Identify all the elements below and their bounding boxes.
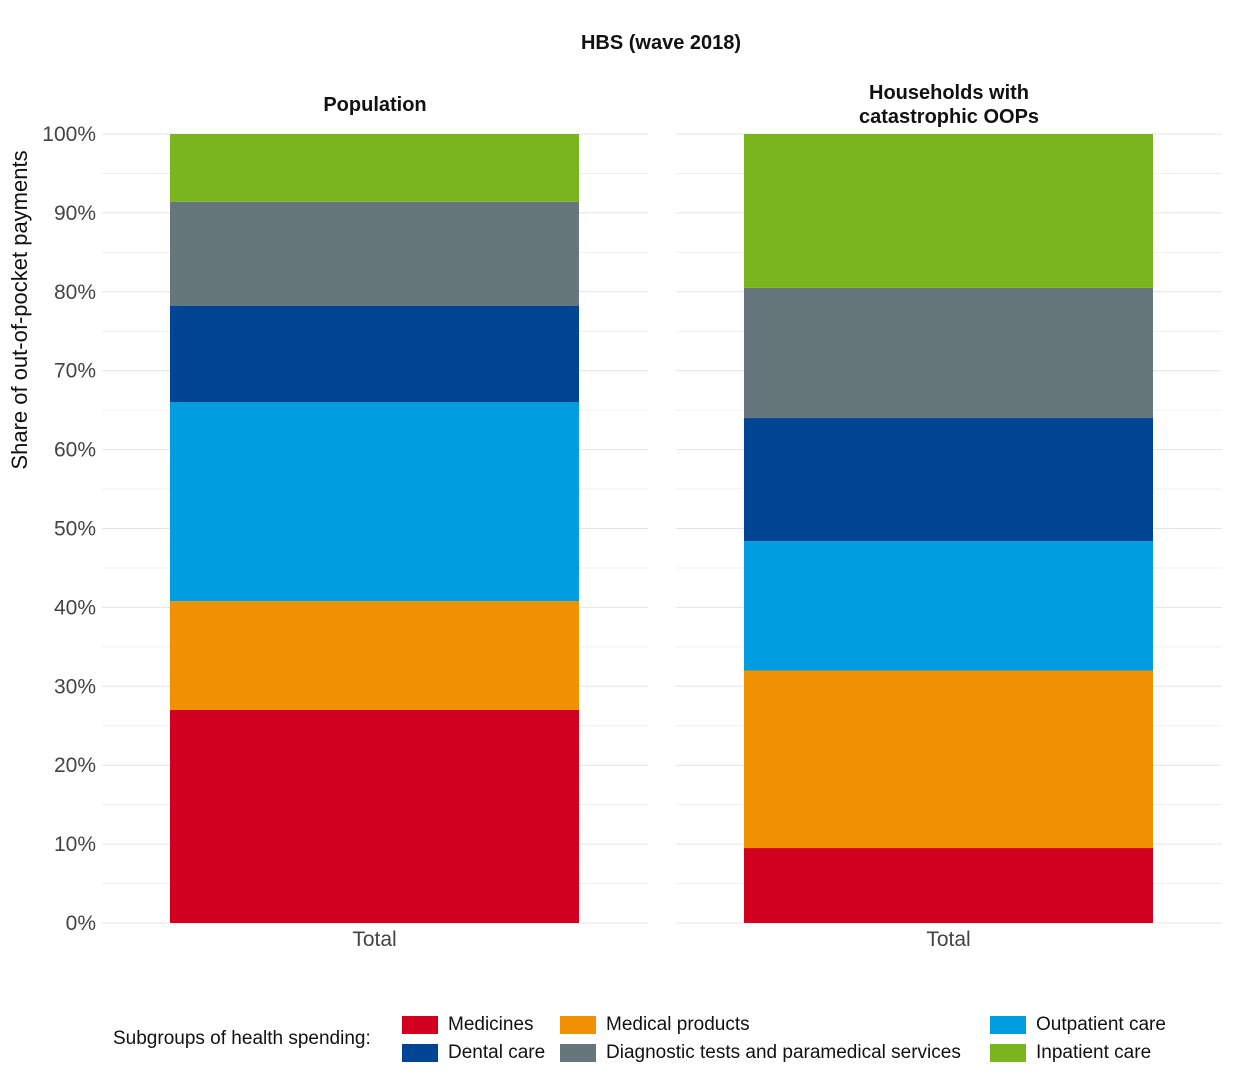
legend-item-diagnostic-tests: Diagnostic tests and paramedical service… [560, 1042, 961, 1064]
legend-swatch-outpatient-care [990, 1016, 1026, 1034]
y-axis-ticks: 0% 10% 20% 30% 40% 50% 60% 70% 80% 90% 100% [42, 123, 96, 935]
legend-item-outpatient-care: Outpatient care [990, 1014, 1166, 1036]
panel-title: Population [323, 94, 426, 116]
y-tick-label: 70% [54, 360, 96, 383]
bar-segment-outpatient-care [170, 402, 579, 602]
bar-segment-inpatient-care [744, 134, 1153, 288]
x-tick-label: Total [352, 928, 396, 951]
y-tick-label: 40% [54, 596, 96, 619]
bar-segment-medicines [170, 709, 579, 923]
bar-segment-dental-care [170, 306, 579, 403]
legend-swatch-diagnostic-tests [560, 1044, 596, 1062]
bar-segment-diagnostic-tests-and-paramedical-services [170, 201, 579, 307]
y-tick-label: 100% [42, 123, 96, 146]
legend-swatch-dental-care [402, 1044, 438, 1062]
bar-segment-medical-products [744, 670, 1153, 849]
bar-segment-medical-products [170, 601, 579, 710]
y-tick-label: 0% [66, 912, 96, 935]
legend-label-diagnostic-tests: Diagnostic tests and paramedical service… [606, 1042, 961, 1063]
y-tick-label: 10% [54, 833, 96, 856]
y-axis-label: Share of out-of-pocket payments [7, 150, 32, 469]
legend-swatch-inpatient-care [990, 1044, 1026, 1062]
bar-segment-inpatient-care [170, 134, 579, 202]
legend-label-medicines: Medicines [448, 1014, 534, 1035]
legend-label-medical-products: Medical products [606, 1014, 750, 1035]
legend-label-outpatient-care: Outpatient care [1036, 1014, 1166, 1035]
bar-segment-medicines [744, 848, 1153, 923]
panel-title: Households with [869, 82, 1029, 104]
legend-label-inpatient-care: Inpatient care [1036, 1042, 1152, 1063]
legend-swatch-medicines [402, 1016, 438, 1034]
x-tick-label: Total [926, 928, 970, 951]
legend-item-medical-products: Medical products [560, 1014, 750, 1036]
bar-segment-outpatient-care [744, 541, 1153, 671]
panel-title: catastrophic OOPs [859, 106, 1039, 128]
legend-swatch-medical-products [560, 1016, 596, 1034]
y-tick-label: 50% [54, 518, 96, 541]
legend-item-medicines: Medicines [402, 1014, 534, 1036]
legend-item-dental-care: Dental care [402, 1042, 545, 1064]
y-tick-label: 60% [54, 439, 96, 462]
legend-item-inpatient-care: Inpatient care [990, 1042, 1151, 1064]
legend-label-dental-care: Dental care [448, 1042, 546, 1063]
panel-1: Population Total [102, 94, 648, 951]
chart-title: HBS (wave 2018) [581, 32, 741, 54]
y-tick-label: 80% [54, 281, 96, 304]
y-tick-label: 30% [54, 675, 96, 698]
legend: Subgroups of health spending: Medicines … [0, 1010, 1250, 1070]
y-tick-label: 90% [54, 202, 96, 225]
bar-segment-diagnostic-tests-and-paramedical-services [744, 287, 1153, 419]
legend-title: Subgroups of health spending: [113, 1028, 371, 1049]
y-tick-label: 20% [54, 754, 96, 777]
bar-segment-dental-care [744, 418, 1153, 542]
